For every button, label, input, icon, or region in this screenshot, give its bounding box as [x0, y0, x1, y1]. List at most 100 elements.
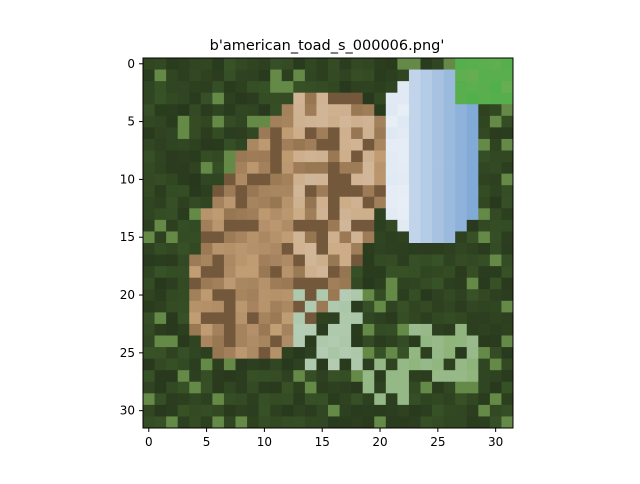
image-pixel — [281, 196, 294, 209]
image-pixel — [154, 277, 167, 290]
image-pixel — [212, 104, 225, 117]
image-pixel — [455, 127, 468, 140]
image-pixel — [489, 115, 502, 128]
image-pixel — [374, 243, 387, 255]
image-pixel — [258, 254, 271, 267]
image-pixel — [166, 69, 179, 82]
image-pixel — [408, 81, 421, 94]
image-pixel — [385, 208, 398, 221]
image-pixel — [328, 277, 340, 290]
image-pixel — [328, 254, 340, 267]
image-pixel — [385, 138, 398, 151]
image-pixel — [258, 231, 271, 244]
image-pixel — [223, 58, 236, 70]
image-pixel — [177, 289, 190, 302]
image-pixel — [351, 277, 364, 290]
image-pixel — [443, 347, 456, 360]
image-pixel — [154, 254, 167, 267]
image-pixel — [374, 347, 387, 360]
image-pixel — [143, 416, 155, 429]
image-pixel — [432, 289, 445, 302]
image-pixel — [339, 300, 352, 313]
image-pixel — [501, 69, 514, 82]
image-pixel — [235, 312, 248, 325]
image-pixel — [223, 404, 236, 417]
image-pixel — [501, 370, 514, 383]
image-pixel — [466, 231, 479, 244]
image-pixel — [200, 277, 213, 290]
image-pixel — [293, 289, 306, 302]
image-pixel — [235, 393, 248, 406]
image-pixel — [258, 185, 271, 198]
image-pixel — [212, 300, 225, 313]
image-pixel — [432, 381, 445, 394]
image-pixel — [177, 323, 190, 336]
image-pixel — [281, 323, 294, 336]
image-pixel — [385, 266, 398, 279]
y-tick-label: 30 — [120, 404, 135, 418]
image-pixel — [501, 104, 514, 117]
image-pixel — [304, 196, 317, 209]
image-pixel — [166, 266, 179, 279]
image-pixel — [166, 219, 179, 232]
image-pixel — [281, 404, 294, 417]
image-pixel — [455, 92, 468, 105]
image-pixel — [328, 58, 340, 70]
image-pixel — [455, 323, 468, 336]
image-pixel — [304, 404, 317, 417]
image-pixel — [374, 196, 387, 209]
image-pixel — [455, 162, 468, 175]
image-pixel — [293, 404, 306, 417]
image-pixel — [247, 347, 260, 360]
image-pixel — [443, 127, 456, 140]
image-pixel — [166, 127, 179, 140]
image-pixel — [270, 219, 283, 232]
image-pixel — [247, 289, 260, 302]
image-pixel — [455, 231, 468, 244]
image-pixel — [200, 335, 213, 348]
image-pixel — [154, 323, 167, 336]
image-pixel — [258, 300, 271, 313]
image-pixel — [304, 323, 317, 336]
image-pixel — [478, 323, 491, 336]
image-pixel — [223, 323, 236, 336]
image-pixel — [235, 150, 248, 163]
image-pixel — [235, 81, 248, 94]
image-pixel — [328, 162, 340, 175]
image-pixel — [154, 208, 167, 221]
image-pixel — [200, 381, 213, 394]
image-pixel — [443, 277, 456, 290]
x-tick-label: 25 — [430, 435, 445, 449]
image-pixel — [270, 358, 283, 371]
image-pixel — [489, 393, 502, 406]
image-pixel — [489, 58, 502, 70]
image-pixel — [408, 138, 421, 151]
image-pixel — [385, 196, 398, 209]
image-pixel — [455, 289, 468, 302]
image-pixel — [270, 254, 283, 267]
image-pixel — [189, 138, 202, 151]
image-pixel — [212, 277, 225, 290]
image-pixel — [466, 358, 479, 371]
image-pixel — [177, 254, 190, 267]
image-pixel — [478, 416, 491, 429]
image-pixel — [200, 289, 213, 302]
image-pixel — [189, 81, 202, 94]
image-pixel — [432, 393, 445, 406]
image-pixel — [235, 347, 248, 360]
image-pixel — [489, 323, 502, 336]
image-pixel — [339, 58, 352, 70]
image-pixel — [443, 58, 456, 70]
image-pixel — [420, 173, 433, 186]
image-pixel — [270, 335, 283, 348]
image-pixel — [328, 289, 340, 302]
image-pixel — [501, 185, 514, 198]
image-pixel — [143, 289, 155, 302]
image-pixel — [189, 162, 202, 175]
image-pixel — [328, 358, 340, 371]
image-pixel — [420, 393, 433, 406]
image-pixel — [408, 115, 421, 128]
image-pixel — [489, 254, 502, 267]
image-pixel — [270, 231, 283, 244]
image-pixel — [489, 416, 502, 429]
